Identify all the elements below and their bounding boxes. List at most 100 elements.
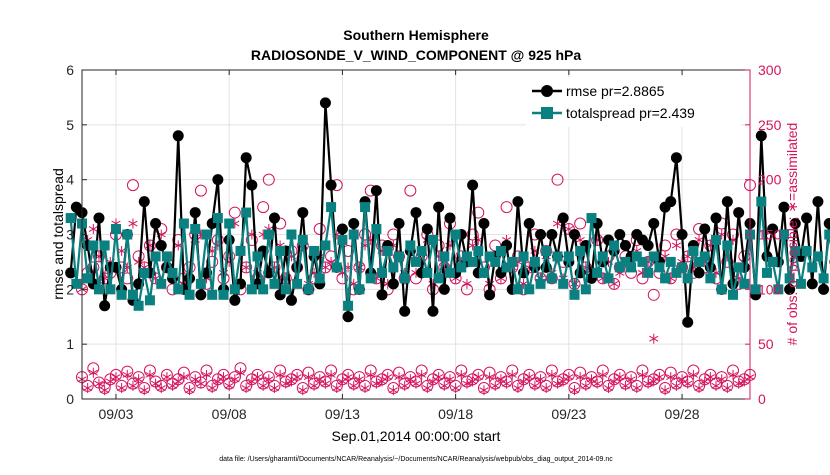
rmse-point xyxy=(535,229,546,240)
totalspread-point xyxy=(688,246,698,256)
totalspread-point xyxy=(666,257,676,267)
rmse-point xyxy=(694,267,705,278)
rmse-point xyxy=(399,306,410,317)
rmse-point xyxy=(484,289,495,300)
rmse-point xyxy=(524,218,535,229)
y-right-tick-label: 50 xyxy=(758,336,774,352)
rmse-point xyxy=(558,213,569,224)
totalspread-point xyxy=(247,284,257,294)
totalspread-point xyxy=(354,284,364,294)
totalspread-point xyxy=(400,273,410,283)
totalspread-point xyxy=(360,202,370,212)
totalspread-point xyxy=(473,246,483,256)
totalspread-point xyxy=(439,251,449,261)
totalspread-point xyxy=(451,230,461,240)
y-left-tick-label: 4 xyxy=(66,172,74,188)
totalspread-point xyxy=(224,219,234,229)
rmse-point xyxy=(614,229,625,240)
y-right-tick-label: 250 xyxy=(758,117,782,133)
rmse-point xyxy=(512,196,523,207)
legend-rmse-marker xyxy=(541,85,553,97)
totalspread-point xyxy=(292,279,302,289)
totalspread-point xyxy=(405,240,415,250)
totalspread-point xyxy=(677,262,687,272)
data-file-footnote: data file: /Users/gharamti/Documents/NCA… xyxy=(219,456,613,463)
totalspread-point xyxy=(349,230,359,240)
totalspread-point xyxy=(524,284,534,294)
y-left-tick-label: 3 xyxy=(66,227,74,243)
y-left-tick-label: 5 xyxy=(66,117,74,133)
totalspread-point xyxy=(139,268,149,278)
rmse-point xyxy=(620,240,631,251)
totalspread-point xyxy=(298,235,308,245)
totalspread-point xyxy=(207,290,217,300)
rmse-point xyxy=(439,284,450,295)
totalspread-point xyxy=(388,262,398,272)
totalspread-point xyxy=(236,246,246,256)
rmse-point xyxy=(665,196,676,207)
rmse-point xyxy=(297,207,308,218)
totalspread-point xyxy=(377,268,387,278)
y-axis-left-label: rmse and totalspread xyxy=(50,168,66,300)
totalspread-point xyxy=(428,235,438,245)
totalspread-point xyxy=(722,240,732,250)
totalspread-point xyxy=(337,235,347,245)
rmse-point xyxy=(433,202,444,213)
rmse-point xyxy=(818,284,829,295)
rmse-point xyxy=(286,295,297,306)
totalspread-point xyxy=(541,246,551,256)
totalspread-point xyxy=(598,251,608,261)
totalspread-point xyxy=(700,251,710,261)
rmse-point xyxy=(444,213,455,224)
totalspread-point xyxy=(734,262,744,272)
totalspread-point xyxy=(269,279,279,289)
totalspread-point xyxy=(258,284,268,294)
totalspread-point xyxy=(609,240,619,250)
totalspread-point xyxy=(134,301,144,311)
totalspread-point xyxy=(83,273,93,283)
rmse-point xyxy=(722,196,733,207)
totalspread-point xyxy=(275,246,285,256)
totalspread-point xyxy=(756,197,766,207)
totalspread-point xyxy=(315,273,325,283)
y-right-tick-label: 300 xyxy=(758,62,782,78)
totalspread-point xyxy=(326,202,336,212)
legend-totalspread-label: totalspread pr=2.439 xyxy=(566,105,695,121)
totalspread-point xyxy=(468,257,478,267)
rmse-point xyxy=(801,213,812,224)
chart-subtitle: RADIOSONDE_V_WIND_COMPONENT @ 925 hPa xyxy=(251,47,581,63)
y-right-tick-label: 100 xyxy=(758,281,782,297)
totalspread-point xyxy=(196,279,206,289)
x-tick-label: 09/28 xyxy=(665,406,700,422)
rmse-point xyxy=(229,295,240,306)
rmse-point xyxy=(427,306,438,317)
totalspread-point xyxy=(168,268,178,278)
totalspread-point xyxy=(807,262,817,272)
totalspread-point xyxy=(343,301,353,311)
totalspread-point xyxy=(479,268,489,278)
totalspread-point xyxy=(683,273,693,283)
totalspread-point xyxy=(252,251,262,261)
totalspread-point xyxy=(185,290,195,300)
totalspread-point xyxy=(564,251,574,261)
totalspread-point xyxy=(156,279,166,289)
totalspread-point xyxy=(202,230,212,240)
rmse-point xyxy=(394,218,405,229)
y-axis-right-label: # of obs: o=possible; ∗=assimilated xyxy=(784,123,800,346)
rmse-point xyxy=(348,218,359,229)
totalspread-point xyxy=(122,230,132,240)
rmse-point xyxy=(212,174,223,185)
totalspread-point xyxy=(490,257,500,267)
rmse-point xyxy=(93,213,104,224)
totalspread-point xyxy=(309,246,319,256)
totalspread-point xyxy=(592,268,602,278)
totalspread-point xyxy=(570,290,580,300)
chart-title: Southern Hemisphere xyxy=(343,27,489,43)
totalspread-point xyxy=(213,213,223,223)
totalspread-point xyxy=(603,273,613,283)
totalspread-point xyxy=(162,251,172,261)
y-left-tick-label: 2 xyxy=(66,281,74,297)
x-tick-label: 09/18 xyxy=(438,406,473,422)
y-left-tick-label: 6 xyxy=(66,62,74,78)
